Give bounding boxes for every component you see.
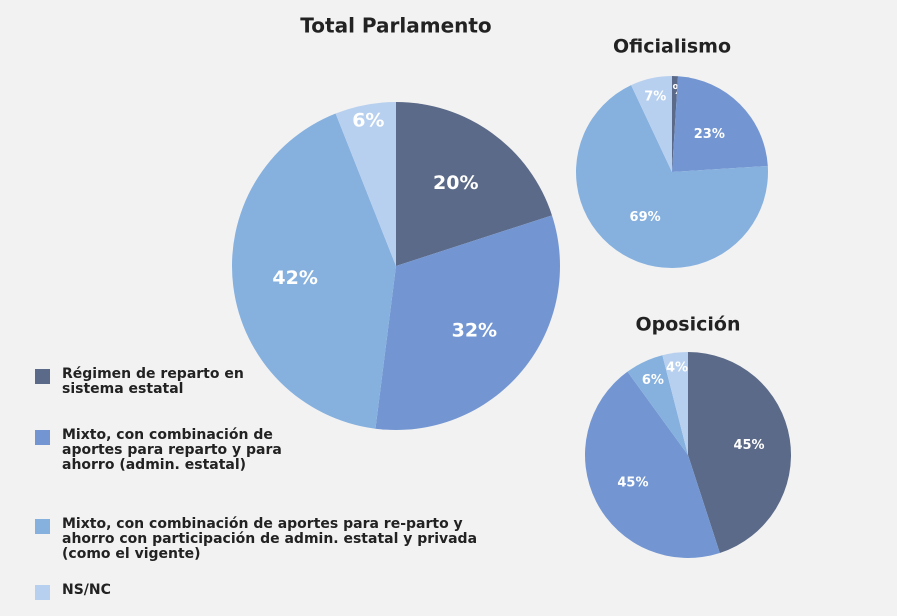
pie-slice — [688, 352, 791, 553]
data-label: 6% — [352, 110, 384, 132]
pie-slice — [662, 352, 688, 455]
pie-slice — [672, 76, 768, 172]
legend-label: Régimen de reparto en sistema estatal — [62, 366, 244, 397]
data-label: 69% — [630, 210, 661, 225]
pie-slice — [335, 102, 396, 266]
chart-title: Oficialismo — [613, 36, 731, 58]
pie-slice — [231, 113, 396, 429]
legend-label: Mixto, con combinación de aportes para r… — [62, 427, 282, 473]
pie-slice — [396, 102, 552, 266]
pie-slice — [585, 371, 720, 558]
legend-label: NS/NC — [62, 582, 111, 598]
pie-slice — [631, 76, 672, 172]
pie-slice — [627, 355, 688, 455]
data-label: 4% — [666, 361, 688, 376]
pie-slice — [576, 85, 768, 269]
data-label: 45% — [733, 438, 764, 453]
legend-label: Mixto, con combinación de aportes para r… — [62, 516, 478, 562]
legend-swatch — [35, 585, 50, 600]
data-label: 6% — [642, 373, 664, 388]
legend-swatch — [35, 369, 50, 384]
data-label: 45% — [617, 476, 648, 491]
data-label: 20% — [433, 172, 478, 194]
data-label: 23% — [694, 127, 725, 142]
data-label: 7% — [644, 90, 666, 105]
chart-title: Oposición — [636, 314, 741, 336]
pie-slice — [375, 215, 560, 430]
legend-swatch — [35, 519, 50, 534]
pie-slice — [672, 76, 679, 172]
legend-swatch — [35, 430, 50, 445]
chart-title: Total Parlamento — [300, 14, 491, 38]
data-label: 32% — [452, 319, 497, 341]
data-label: 42% — [272, 267, 317, 289]
